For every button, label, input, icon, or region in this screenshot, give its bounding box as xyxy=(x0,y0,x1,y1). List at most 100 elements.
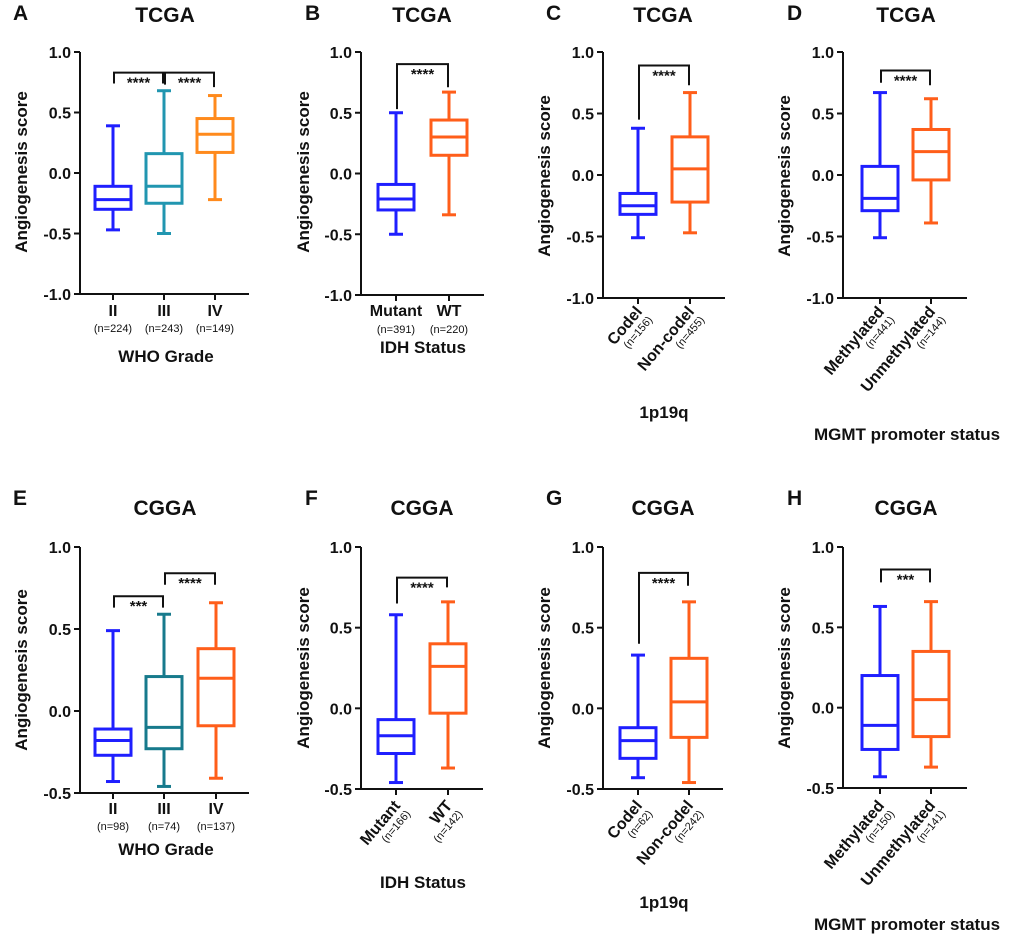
y-tick-label: 0.5 xyxy=(49,106,71,123)
category-label: Mutant xyxy=(370,303,423,320)
x-axis-label: 1p19q xyxy=(639,403,688,422)
y-tick-label: 0.0 xyxy=(330,167,352,184)
panel-letter: H xyxy=(787,487,802,510)
significance-bracket xyxy=(880,69,931,86)
panel-e: E CGGA Angiogenesis score WHO Grade 1.0 0.5 0.… xyxy=(12,487,249,859)
box-ii: II (n=224) xyxy=(93,124,133,335)
significance-label: *** xyxy=(130,598,148,615)
y-tick-label: -0.5 xyxy=(43,786,71,803)
box-iqr xyxy=(911,649,951,739)
significance-bracket xyxy=(638,571,689,644)
panel-letter: E xyxy=(13,487,27,510)
box-codel: Codel(n=62) xyxy=(604,653,658,843)
y-tick-label: -1.0 xyxy=(43,287,71,304)
y-tick-label: -0.5 xyxy=(43,227,71,244)
box-iqr xyxy=(911,127,951,182)
panel-letter: C xyxy=(546,2,561,25)
y-tick-label: 0.0 xyxy=(812,701,834,718)
significance-bracket xyxy=(164,71,215,88)
category-n-label: (n=391) xyxy=(377,324,415,336)
y-tick-label: 1.0 xyxy=(572,45,594,62)
x-axis-label: MGMT promoter status xyxy=(814,425,1000,444)
category-label: II xyxy=(109,303,118,320)
y-tick-label: -0.5 xyxy=(566,230,594,247)
y-tick-label: 0.0 xyxy=(572,701,594,718)
box-iqr xyxy=(144,675,184,751)
panel-d: D TCGA Angiogenesis score MGMT promoter sta… xyxy=(775,2,1000,444)
y-axis-label: Angiogenesis score xyxy=(535,95,554,257)
y-tick-label: -1.0 xyxy=(566,291,594,308)
box-iqr xyxy=(618,726,658,760)
y-axis-label: Angiogenesis score xyxy=(535,587,554,749)
category-n-label: (n=149) xyxy=(196,323,234,335)
panel-letter: G xyxy=(546,487,562,510)
panel-a: A TCGA Angiogenesis score WHO Grade 1.0 0.5 0.… xyxy=(12,2,249,366)
box-wt: WT (n=220) xyxy=(429,90,469,336)
y-tick-label: -0.5 xyxy=(566,782,594,799)
x-axis-label: WHO Grade xyxy=(118,347,213,366)
significance-label: **** xyxy=(410,580,434,597)
y-tick-label: 0.5 xyxy=(49,622,71,639)
significance-label: **** xyxy=(652,575,676,592)
panel-h: H CGGA Angiogenesis score MGMT promoter sta… xyxy=(775,487,1000,934)
category-n-label: (n=224) xyxy=(94,323,132,335)
y-tick-label: 0.5 xyxy=(812,620,834,637)
significance-label: **** xyxy=(178,75,202,92)
box-iqr xyxy=(618,191,658,216)
box-iqr xyxy=(93,727,133,757)
panel-letter: B xyxy=(305,2,320,25)
significance-bracket xyxy=(164,572,216,585)
significance-label: **** xyxy=(894,72,918,89)
y-tick-label: 1.0 xyxy=(330,45,352,62)
box-mutant: Mutant(n=166) xyxy=(357,613,416,849)
significance-label: **** xyxy=(652,68,676,85)
panel-title: CGGA xyxy=(391,497,454,520)
y-tick-label: -0.5 xyxy=(324,782,352,799)
category-n-label: (n=243) xyxy=(145,323,183,335)
y-tick-label: 1.0 xyxy=(330,540,352,557)
box-iqr xyxy=(860,164,900,213)
y-tick-label: -0.5 xyxy=(806,230,834,247)
y-axis-label: Angiogenesis score xyxy=(12,589,31,751)
significance-bracket xyxy=(396,63,449,110)
category-n-label: (n=137) xyxy=(197,821,235,833)
y-axis-label: Angiogenesis score xyxy=(294,91,313,253)
y-tick-label: 0.0 xyxy=(330,701,352,718)
y-tick-label: 0.5 xyxy=(330,621,352,638)
y-axis-label: Angiogenesis score xyxy=(775,95,794,257)
panel-title: CGGA xyxy=(875,497,938,520)
panel-title: CGGA xyxy=(632,497,695,520)
box-iqr xyxy=(144,152,184,205)
significance-bracket xyxy=(113,595,164,608)
y-tick-label: 1.0 xyxy=(812,540,834,557)
panel-g: G CGGA Angiogenesis score 1p19q 1.0 0.5 0.0 -0.… xyxy=(535,487,723,912)
category-label: II xyxy=(109,801,118,818)
x-axis-label: WHO Grade xyxy=(118,840,213,859)
category-n-label: (n=98) xyxy=(97,821,129,833)
panel-c: C TCGA Angiogenesis score 1p19q 1.0 0.5 0.0 -0.… xyxy=(535,2,725,422)
panel-title: TCGA xyxy=(876,4,936,27)
x-axis-label: MGMT promoter status xyxy=(814,915,1000,934)
panel-title: TCGA xyxy=(633,4,693,27)
panel-letter: A xyxy=(13,2,28,25)
y-axis-label: Angiogenesis score xyxy=(294,587,313,749)
box-iqr xyxy=(196,647,236,728)
significance-label: **** xyxy=(127,75,151,92)
y-tick-label: -1.0 xyxy=(324,288,352,305)
box-iii: III (n=243) xyxy=(144,89,184,335)
y-tick-label: -0.5 xyxy=(324,227,352,244)
panel-title: TCGA xyxy=(135,4,195,27)
box-iqr xyxy=(376,182,416,212)
category-label: III xyxy=(157,801,170,818)
significance-bracket xyxy=(638,64,690,120)
y-tick-label: 0.0 xyxy=(812,168,834,185)
significance-bracket xyxy=(396,576,448,604)
significance-label: **** xyxy=(411,66,435,83)
y-tick-label: 0.0 xyxy=(572,168,594,185)
box-iqr xyxy=(669,656,709,739)
y-tick-label: 1.0 xyxy=(49,45,71,62)
box-codel: Codel(n=156) xyxy=(604,126,658,351)
significance-bracket xyxy=(113,71,164,84)
y-tick-label: 0.0 xyxy=(49,704,71,721)
box-iqr xyxy=(428,642,468,715)
